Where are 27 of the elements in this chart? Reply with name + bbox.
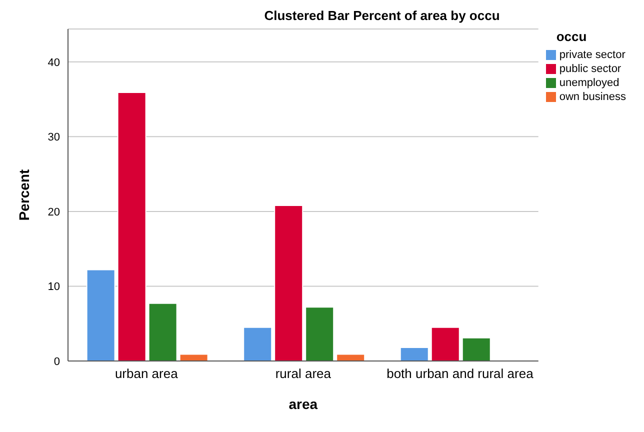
bar (179, 354, 208, 361)
y-axis-title: Percent (16, 168, 32, 221)
y-tick-label: 20 (48, 206, 60, 218)
bar (462, 337, 491, 361)
chart-title: Clustered Bar Percent of area by occu (263, 8, 501, 23)
bar (243, 326, 272, 361)
y-tick-label: 30 (48, 132, 60, 144)
bar (430, 326, 460, 361)
legend-label: own business (559, 91, 626, 103)
y-tick-label: 0 (54, 356, 60, 368)
legend-label: private sector (559, 49, 626, 61)
x-tick-label: rural area (275, 366, 332, 382)
legend-label: public sector (559, 63, 622, 75)
y-tick-label: 10 (48, 281, 60, 294)
legend-label: unemployed (559, 77, 620, 89)
legend-title: occu (555, 29, 588, 44)
x-tick-label: urban area (114, 366, 179, 382)
bar (400, 347, 429, 361)
bar (305, 306, 334, 361)
bar (86, 269, 116, 361)
bar (117, 92, 146, 361)
x-axis-title: area (288, 396, 318, 412)
y-tick-label: 40 (48, 56, 60, 69)
bar (336, 354, 366, 361)
bar (148, 302, 178, 361)
x-tick-label: both urban and rural area (386, 366, 534, 382)
bar (274, 204, 304, 361)
